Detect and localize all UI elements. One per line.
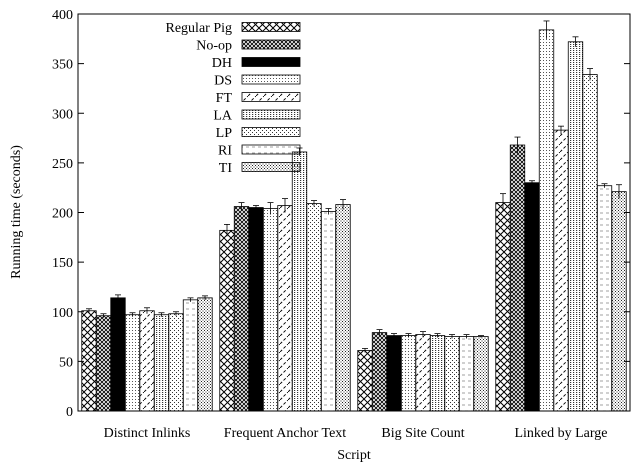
y-tick-label: 0 — [66, 405, 73, 420]
legend-label: No-op — [196, 39, 232, 54]
bar — [110, 297, 126, 412]
bar — [473, 336, 489, 412]
legend-swatch — [241, 127, 301, 137]
legend-swatch — [241, 22, 301, 32]
bar — [553, 129, 569, 412]
bar — [320, 211, 337, 412]
legend-label: DS — [214, 74, 232, 89]
error-bars — [86, 20, 622, 353]
y-tick-label: 400 — [52, 8, 73, 23]
legend-label: Regular Pig — [166, 21, 233, 36]
bar — [233, 206, 250, 412]
x-axis-title: Script — [337, 448, 371, 463]
bar — [524, 182, 540, 412]
legend-swatch — [241, 144, 301, 155]
legend-swatch — [241, 109, 301, 120]
bar — [262, 208, 279, 412]
legend-swatch — [241, 92, 301, 102]
legend-label: LP — [216, 126, 233, 141]
bar — [596, 185, 613, 412]
bar — [458, 336, 475, 412]
bar — [139, 310, 155, 412]
y-tick-label: 100 — [52, 306, 73, 321]
bar — [509, 144, 526, 412]
bar — [197, 297, 213, 412]
bar — [582, 74, 598, 412]
bar — [371, 332, 388, 412]
x-tick-label: Distinct Inlinks — [104, 426, 191, 441]
legend-label: LA — [213, 109, 233, 124]
x-tick-label: Linked by Large — [514, 426, 607, 441]
bar — [182, 299, 199, 412]
bar — [306, 203, 322, 412]
legend-label: TI — [219, 161, 233, 176]
y-tick-label: 150 — [52, 256, 73, 271]
bar — [219, 229, 235, 412]
legend-swatch — [241, 57, 301, 67]
y-axis: 0 50 100 150 200 250 300 350 400 — [52, 8, 630, 420]
y-tick-label: 350 — [52, 58, 73, 73]
bars — [81, 29, 627, 412]
legend-label: FT — [216, 91, 233, 106]
bar — [415, 334, 431, 412]
bar — [567, 41, 584, 412]
y-tick-label: 300 — [52, 107, 73, 122]
legend-label: RI — [218, 144, 232, 159]
bar — [429, 335, 446, 412]
bar — [291, 151, 308, 412]
y-tick-label: 250 — [52, 157, 73, 172]
x-axis: Distinct Inlinks Frequent Anchor Text Big … — [104, 426, 608, 441]
bar — [124, 314, 141, 412]
bar — [95, 315, 112, 412]
y-tick-label: 200 — [52, 207, 73, 222]
bar — [400, 335, 417, 412]
bar — [444, 336, 460, 412]
bar — [153, 314, 170, 412]
bar — [495, 202, 511, 412]
bar — [386, 335, 402, 412]
bar — [538, 29, 555, 412]
bar — [611, 191, 627, 412]
bar — [277, 205, 293, 412]
bar — [357, 350, 373, 412]
bar — [81, 310, 97, 412]
bar — [248, 207, 264, 412]
legend-swatch — [241, 74, 301, 85]
bar — [168, 313, 184, 412]
legend-swatch — [241, 162, 301, 172]
y-tick-label: 50 — [59, 355, 73, 370]
x-tick-label: Big Site Count — [381, 426, 464, 441]
bar — [335, 204, 351, 412]
legend-label: DH — [212, 56, 232, 71]
legend-swatch — [241, 39, 301, 50]
legend: Regular Pig No-op DH DS FT LA LP RI TI — [166, 21, 301, 176]
x-tick-label: Frequent Anchor Text — [224, 426, 347, 441]
y-axis-title: Running time (seconds) — [9, 145, 24, 279]
